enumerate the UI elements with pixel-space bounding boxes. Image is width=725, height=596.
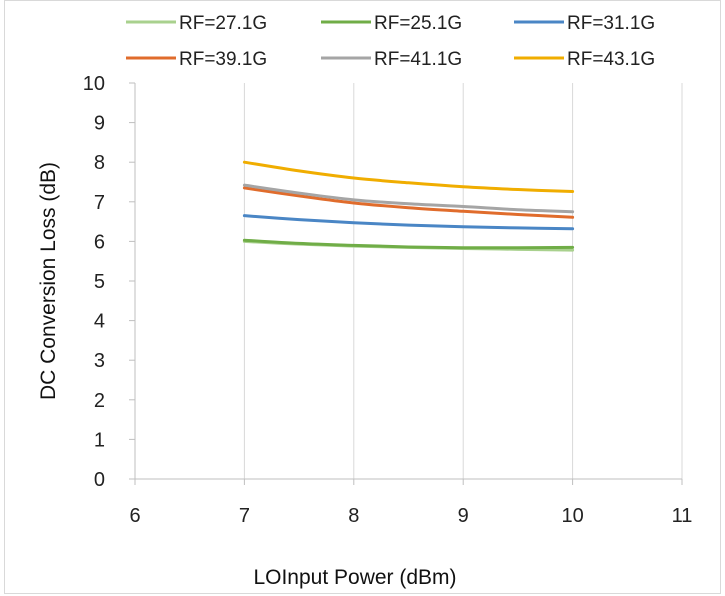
series-line-rf-39-1g [242, 186, 575, 219]
y-tick-label: 6 [94, 231, 105, 253]
y-tick-label: 3 [94, 350, 105, 372]
x-tick-label: 10 [561, 505, 583, 527]
y-tick-label: 7 [94, 192, 105, 214]
y-axis-title: DC Conversion Loss (dB) [37, 162, 60, 400]
y-tick-label: 8 [94, 152, 105, 174]
y-tick-label: 5 [94, 271, 105, 293]
y-tick-label: 0 [94, 469, 105, 491]
legend-label-rf-41-1g: RF=41.1G [374, 49, 462, 70]
axes [129, 82, 683, 485]
series-line-rf-31-1g [242, 214, 575, 231]
y-tick-label: 2 [94, 390, 105, 412]
series-line-rf-25-1g [242, 238, 575, 250]
chart-frame [4, 0, 721, 594]
series-line-rf-41-1g [242, 183, 575, 214]
legend-label-rf-43-1g: RF=43.1G [567, 49, 655, 70]
legend: RF=27.1G RF=25.1G RF=31.1G RF=39.1G RF=41.1G… [126, 13, 655, 70]
legend-label-rf-31-1g: RF=31.1G [567, 13, 655, 34]
legend-label-rf-27-1g: RF=27.1G [179, 13, 267, 34]
x-tick-label: 11 [672, 505, 693, 527]
legend-label-rf-25-1g: RF=25.1G [374, 13, 462, 34]
x-tick-label: 8 [348, 505, 359, 527]
y-tick-label: 1 [94, 429, 105, 451]
y-tick-label: 9 [94, 113, 105, 135]
x-tick-label: 9 [458, 505, 469, 527]
series-group [242, 160, 575, 252]
series-line-rf-43-1g [242, 160, 575, 194]
legend-label-rf-39-1g: RF=39.1G [179, 49, 267, 70]
y-tick-label: 4 [94, 311, 105, 333]
gridlines [243, 83, 683, 479]
x-tick-label: 7 [239, 505, 250, 527]
axis-labels: 0 1 2 3 4 5 6 7 8 9 10 6 7 8 9 10 11 [83, 73, 693, 527]
x-axis-title: LOInput Power (dBm) [253, 566, 456, 589]
y-tick-label: 10 [83, 73, 105, 95]
x-tick-label: 6 [129, 505, 140, 527]
